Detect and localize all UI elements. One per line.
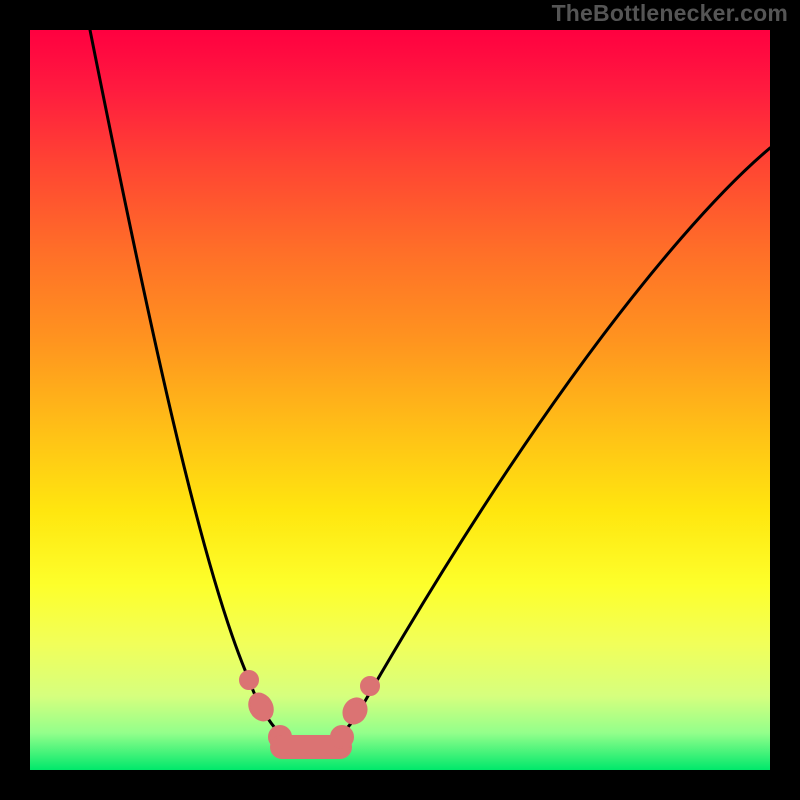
bottom-marker-4 [331, 726, 353, 748]
watermark-text: TheBottlenecker.com [552, 0, 788, 27]
bottleneck-chart [0, 0, 800, 800]
plot-background [30, 30, 770, 770]
chart-stage: TheBottlenecker.com [0, 0, 800, 800]
bottom-marker-6 [361, 677, 379, 695]
bottom-marker-0 [240, 671, 258, 689]
